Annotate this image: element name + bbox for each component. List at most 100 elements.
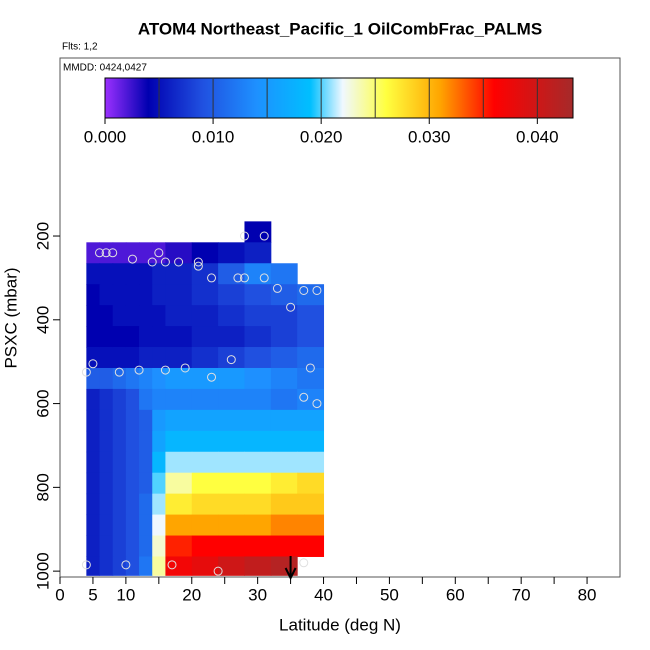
heat-cell — [297, 514, 325, 537]
x-tick-label: 20 — [182, 585, 201, 604]
heat-cell — [191, 347, 219, 369]
y-axis-label: PSXC (mbar) — [1, 267, 20, 368]
heat-cell — [297, 472, 325, 495]
chart-title: ATOM4 Northeast_Pacific_1 OilCombFrac_PA… — [138, 19, 542, 38]
colorbar-tick-label: 0.030 — [408, 127, 451, 146]
heat-cell — [218, 367, 245, 390]
heat-cell — [112, 409, 127, 432]
annotation: MMDD: 0424,0427 — [63, 63, 147, 74]
heat-cell — [191, 472, 219, 495]
heat-cell — [244, 221, 272, 243]
heat-cell — [139, 347, 153, 369]
heat-cell — [244, 347, 272, 369]
heat-cell — [218, 284, 245, 306]
heat-cell — [86, 326, 101, 348]
heat-cell — [152, 326, 166, 348]
heat-cell — [152, 451, 166, 474]
heat-cell — [125, 388, 140, 411]
heat-cell — [270, 326, 298, 348]
y-tick-label: 800 — [33, 473, 52, 501]
y-tick-label: 400 — [33, 306, 52, 334]
colorbar-tick-label: 0.040 — [516, 127, 559, 146]
sample-point — [127, 254, 137, 264]
heat-cell — [165, 263, 193, 285]
heat-cell — [270, 409, 298, 432]
sample-point — [81, 560, 91, 570]
heat-cell — [191, 388, 219, 411]
heat-cell — [218, 472, 245, 495]
x-tick-label: 80 — [578, 585, 597, 604]
heat-cell — [165, 472, 193, 495]
heat-cell — [86, 367, 101, 390]
heat-cell — [191, 242, 219, 264]
heat-cell — [86, 305, 101, 327]
heat-cell — [152, 305, 166, 327]
heat-cell — [244, 556, 272, 576]
x-tick-label: 0 — [55, 585, 64, 604]
heat-cell — [99, 242, 114, 264]
heat-cell — [218, 535, 245, 557]
heat-cell — [125, 556, 140, 576]
heat-cell — [297, 535, 325, 557]
heat-cell — [191, 367, 219, 390]
heat-cell — [270, 367, 298, 390]
y-tick-label: 600 — [33, 389, 52, 417]
heat-cell — [270, 263, 298, 285]
heat-cell — [139, 430, 153, 453]
heat-cell — [125, 535, 140, 557]
heat-cell — [112, 535, 127, 557]
colorbar-tick-label: 0.000 — [84, 127, 127, 146]
heat-cell — [244, 388, 272, 411]
heat-cell — [86, 556, 101, 576]
heat-cell — [152, 472, 166, 495]
colorbar-tick-label: 0.010 — [192, 127, 235, 146]
sample-point — [134, 365, 144, 375]
heat-cell — [99, 472, 114, 495]
x-tick-label: 30 — [248, 585, 267, 604]
heat-cell — [139, 514, 153, 537]
heat-cell — [99, 367, 114, 390]
sample-point — [233, 273, 243, 283]
sample-point — [193, 261, 203, 271]
heat-cell — [99, 347, 114, 369]
heat-cell — [139, 367, 153, 390]
sample-point — [108, 248, 118, 258]
sample-point — [101, 248, 111, 258]
heat-cell — [99, 514, 114, 537]
heat-cell — [125, 263, 140, 285]
heat-cell — [112, 326, 127, 348]
heat-cell — [270, 493, 298, 516]
heat-cell — [99, 326, 114, 348]
sample-point — [226, 355, 236, 365]
sample-point — [312, 285, 322, 295]
sample-point — [207, 273, 217, 283]
heat-cell — [125, 514, 140, 537]
heat-cell — [165, 430, 193, 453]
heat-cell — [112, 305, 127, 327]
heat-cell — [125, 451, 140, 474]
heat-cell — [218, 514, 245, 537]
heat-cell — [152, 493, 166, 516]
heat-cell — [139, 493, 153, 516]
sample-point — [259, 231, 269, 241]
sample-point — [95, 248, 105, 258]
sample-point — [167, 560, 177, 570]
sample-point — [305, 363, 315, 373]
heat-cell — [270, 514, 298, 537]
heat-cell — [297, 284, 325, 306]
sample-point — [174, 257, 184, 267]
heat-cell — [218, 242, 245, 264]
heat-cell — [125, 284, 140, 306]
heat-cell — [99, 263, 114, 285]
heat-cell — [297, 388, 325, 411]
heat-cell — [152, 430, 166, 453]
sample-point — [180, 363, 190, 373]
heat-cell — [244, 430, 272, 453]
heat-cell — [244, 263, 272, 285]
heat-cell — [152, 367, 166, 390]
heat-cell — [125, 305, 140, 327]
sample-point — [272, 283, 282, 293]
heat-cell — [191, 514, 219, 537]
heat-cell — [125, 347, 140, 369]
